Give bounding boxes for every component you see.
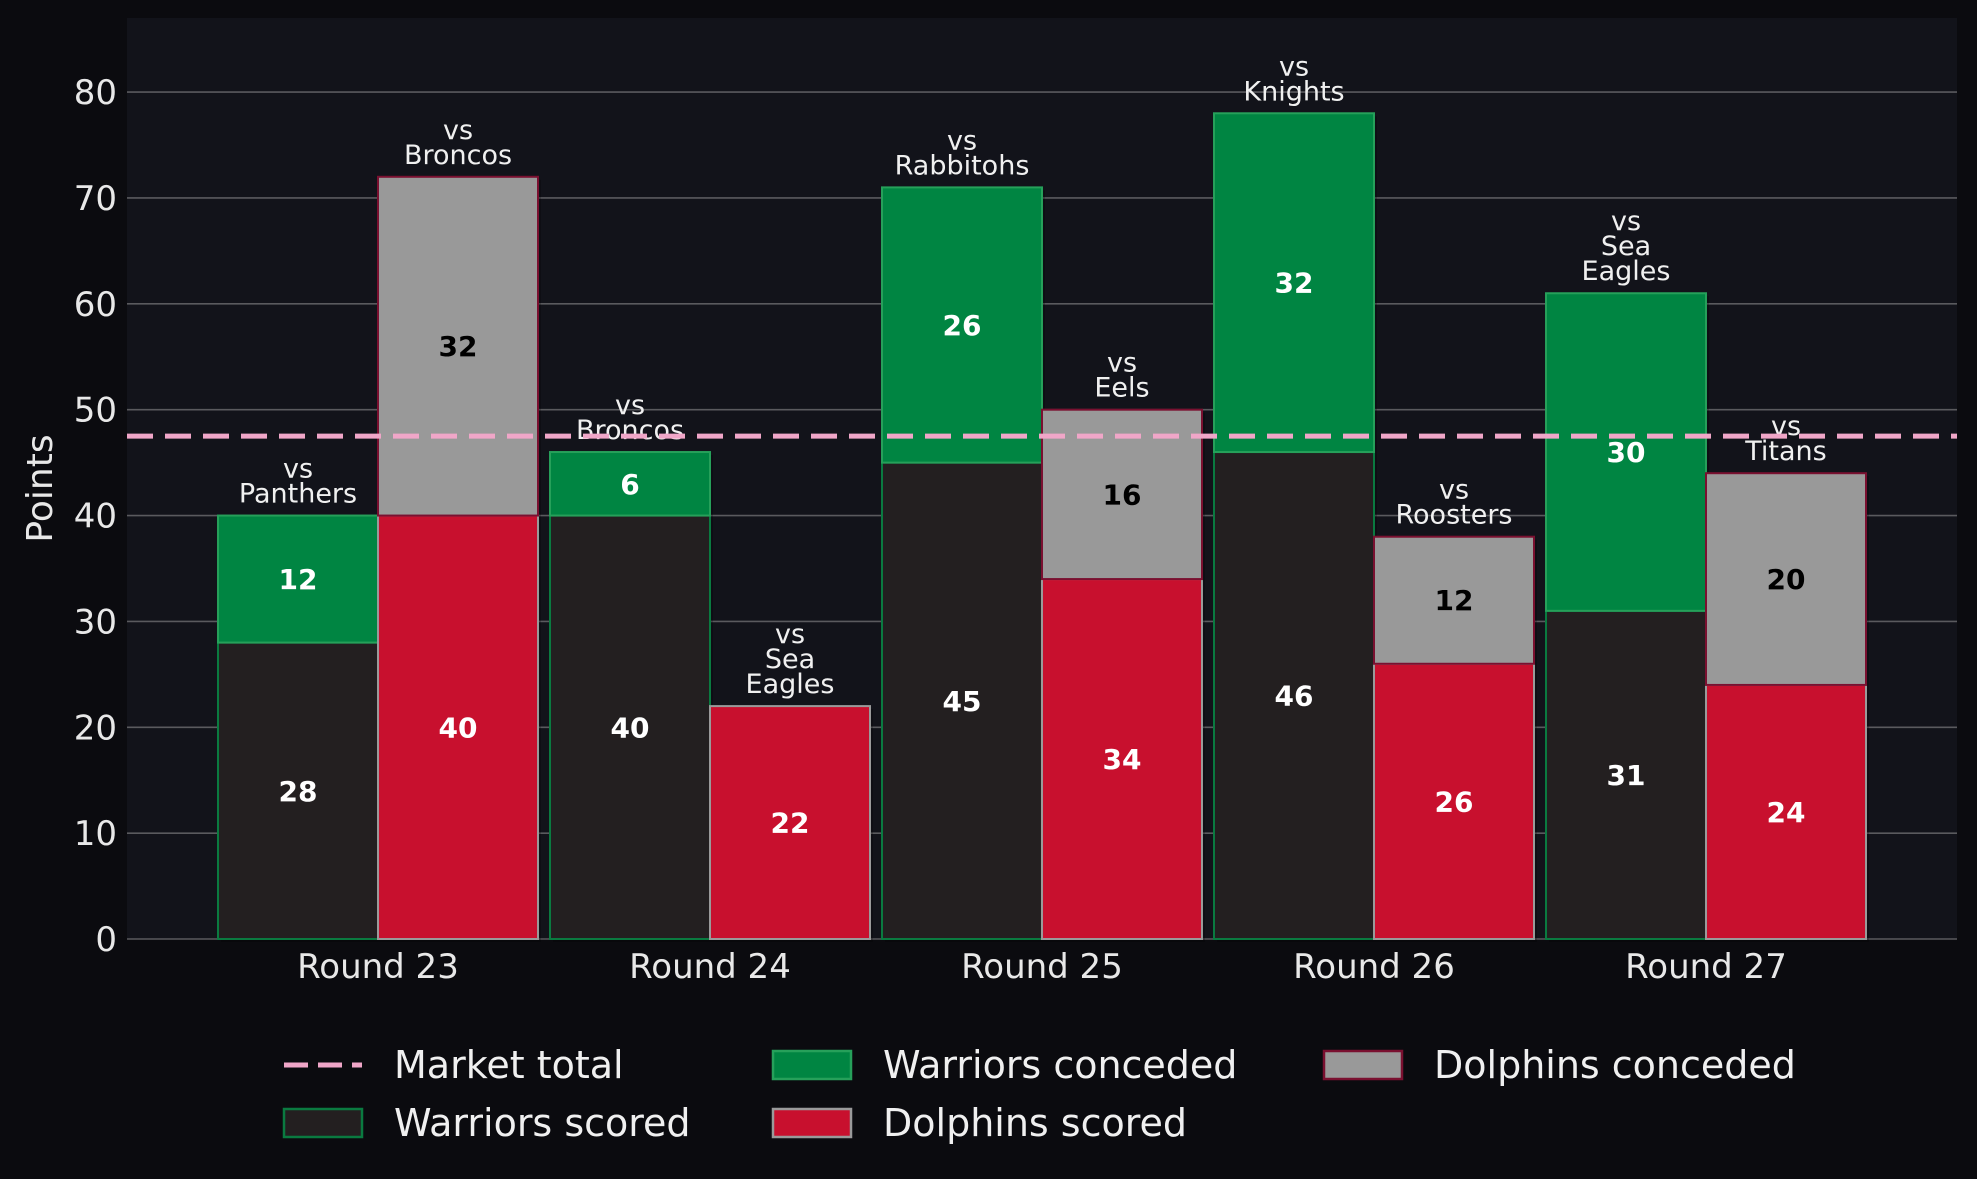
y-tick-label-20: 20 xyxy=(74,708,117,748)
data-label-dolphins-scored-2: 34 xyxy=(1103,743,1142,776)
y-tick-label-0: 0 xyxy=(95,920,117,960)
opponent-label-warriors-3: vs Knights xyxy=(1243,51,1344,107)
x-tick-label-0: Round 23 xyxy=(297,947,459,987)
opponent-label-line: Panthers xyxy=(239,479,357,510)
opponent-label-line: vs xyxy=(1279,51,1309,82)
opponent-label-line: vs xyxy=(947,125,977,156)
bar-warriors-scored-4 xyxy=(1545,609,1707,940)
legend-swatch-dolphins-conceded xyxy=(1322,1049,1404,1081)
data-label-dolphins-conceded-4: 20 xyxy=(1767,563,1806,596)
opponent-label-line: vs xyxy=(775,619,805,650)
opponent-label-line: vs xyxy=(615,390,645,421)
opponent-label-warriors-0: vs Panthers xyxy=(239,454,357,510)
bar-dolphins-scored-0 xyxy=(377,514,539,940)
opponent-label-line: Eagles xyxy=(746,669,835,700)
legend-swatch-warriors-scored xyxy=(282,1107,364,1139)
data-label-warriors-scored-0: 28 xyxy=(279,775,318,808)
bar-warriors-scored-1 xyxy=(549,514,711,940)
opponent-label-dolphins-2: vs Eels xyxy=(1094,348,1149,404)
legend-swatch-dolphins-scored xyxy=(771,1107,853,1139)
opponent-label-line: vs xyxy=(1439,475,1469,506)
legend: Market total Warriors scored Warriors conc… xyxy=(282,1043,1796,1145)
opponent-label-line: Eels xyxy=(1094,373,1149,404)
data-label-dolphins-scored-4: 24 xyxy=(1767,796,1806,829)
data-label-dolphins-conceded-3: 12 xyxy=(1435,584,1474,617)
y-tick-label-10: 10 xyxy=(74,814,117,854)
bar-dolphins-scored-4 xyxy=(1705,683,1867,940)
y-tick-label-70: 70 xyxy=(74,179,117,219)
data-label-warriors-scored-1: 40 xyxy=(611,711,650,744)
data-label-warriors-scored-2: 45 xyxy=(943,685,982,718)
x-tick-label-4: Round 27 xyxy=(1625,947,1787,987)
opponent-label-warriors-4: vs Sea Eagles xyxy=(1582,206,1671,287)
y-tick-label-30: 30 xyxy=(74,602,117,642)
opponent-label-line: Roosters xyxy=(1395,500,1512,531)
x-tick-label-1: Round 24 xyxy=(629,947,791,987)
bar-dolphins-conceded-0 xyxy=(377,175,539,517)
bar-warriors-conceded-0 xyxy=(217,514,379,644)
data-label-warriors-conceded-3: 32 xyxy=(1275,267,1314,300)
data-label-warriors-scored-3: 46 xyxy=(1275,680,1314,713)
legend-label-market-total: Market total xyxy=(394,1043,624,1087)
opponent-label-line: Broncos xyxy=(404,140,512,171)
bar-warriors-scored-2 xyxy=(881,461,1043,940)
data-label-warriors-conceded-1: 6 xyxy=(620,468,639,501)
opponent-label-line: Eagles xyxy=(1582,256,1671,287)
y-tick-label-40: 40 xyxy=(74,497,117,537)
opponent-label-line: Sea xyxy=(765,644,815,675)
opponent-label-warriors-2: vs Rabbitohs xyxy=(895,125,1030,181)
x-tick-label-2: Round 25 xyxy=(961,947,1123,987)
y-tick-label-50: 50 xyxy=(74,391,117,431)
y-tick-label-60: 60 xyxy=(74,285,117,325)
axes: 0 10 20 30 40 50 60 70 80 Points Round 23 Round 24 R… xyxy=(20,73,1787,987)
opponent-label-line: Titans xyxy=(1744,436,1826,467)
opponent-label-warriors-1: vs Broncos xyxy=(576,390,684,446)
opponent-label-line: vs xyxy=(1611,206,1641,237)
opponent-label-line: Rabbitohs xyxy=(895,150,1030,181)
data-label-warriors-conceded-4: 30 xyxy=(1607,436,1646,469)
opponent-label-line: Broncos xyxy=(576,415,684,446)
opponent-label-line: vs xyxy=(443,115,473,146)
legend-label-dolphins-scored: Dolphins scored xyxy=(883,1101,1187,1145)
y-axis-label: Points xyxy=(20,434,61,542)
bar-warriors-conceded-3 xyxy=(1213,112,1375,454)
legend-label-warriors-conceded: Warriors conceded xyxy=(883,1043,1237,1087)
bar-dolphins-scored-3 xyxy=(1373,662,1535,940)
opponent-label-dolphins-0: vs Broncos xyxy=(404,115,512,171)
bar-warriors-conceded-2 xyxy=(881,186,1043,464)
opponent-label-dolphins-3: vs Roosters xyxy=(1395,475,1512,531)
data-label-warriors-scored-4: 31 xyxy=(1607,759,1646,792)
legend-label-dolphins-conceded: Dolphins conceded xyxy=(1434,1043,1796,1087)
bar-dolphins-conceded-3 xyxy=(1373,535,1535,665)
bar-warriors-conceded-1 xyxy=(549,451,711,517)
bar-dolphins-scored-1 xyxy=(709,705,871,940)
legend-label-warriors-scored: Warriors scored xyxy=(394,1101,691,1145)
opponent-label-line: vs xyxy=(283,454,313,485)
y-tick-label-80: 80 xyxy=(74,73,117,113)
data-label-warriors-conceded-0: 12 xyxy=(279,563,318,596)
opponent-label-dolphins-1: vs Sea Eagles xyxy=(746,619,835,700)
data-label-warriors-conceded-2: 26 xyxy=(943,309,982,342)
legend-swatch-warriors-conceded xyxy=(771,1049,853,1081)
bar-dolphins-conceded-4 xyxy=(1705,472,1867,686)
opponent-label-line: vs xyxy=(1107,348,1137,379)
bar-warriors-scored-0 xyxy=(217,641,379,940)
opponent-label-line: Sea xyxy=(1601,231,1651,262)
bar-warriors-scored-3 xyxy=(1213,451,1375,940)
opponent-label-line: Knights xyxy=(1243,76,1344,107)
data-label-dolphins-conceded-0: 32 xyxy=(439,330,478,363)
bar-warriors-conceded-4 xyxy=(1545,292,1707,612)
x-tick-label-3: Round 26 xyxy=(1293,947,1455,987)
data-label-dolphins-scored-3: 26 xyxy=(1435,785,1474,818)
data-label-dolphins-scored-1: 22 xyxy=(771,807,810,840)
data-label-dolphins-scored-0: 40 xyxy=(439,711,478,744)
data-label-dolphins-conceded-2: 16 xyxy=(1103,478,1142,511)
